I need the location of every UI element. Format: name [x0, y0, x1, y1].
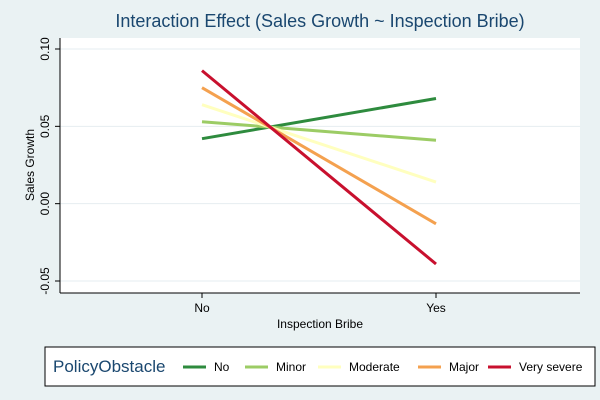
y-tick-label: 0.00 [38, 192, 52, 216]
x-tick-label: Yes [426, 301, 446, 315]
series-line-minor [201, 120, 437, 142]
y-tick-label: 0.10 [38, 37, 52, 61]
y-tick-label: 0.05 [38, 114, 52, 138]
series-line-no [201, 97, 437, 141]
x-tick-label: No [194, 301, 210, 315]
legend-title: PolicyObstacle [53, 357, 165, 376]
series-lines [201, 69, 437, 266]
chart-title: Interaction Effect (Sales Growth ~ Inspe… [115, 11, 524, 31]
legend-label-very-severe: Very severe [519, 360, 583, 374]
legend-label-major: Major [449, 360, 479, 374]
legend-label-no: No [214, 360, 230, 374]
plot-area [60, 38, 580, 293]
series-line-very-severe [201, 69, 437, 266]
y-ticks: -0.05 0.00 0.05 0.10 [38, 37, 60, 295]
y-axis-title: Sales Growth [23, 129, 37, 201]
legend-label-moderate: Moderate [349, 360, 400, 374]
legend-items: No Minor Moderate Major Very severe [183, 360, 583, 374]
series-line-moderate [201, 103, 437, 184]
x-ticks: No Yes [194, 293, 446, 315]
y-tick-label: -0.05 [38, 267, 52, 295]
grid-lines [60, 48, 580, 282]
x-axis-title: Inspection Bribe [277, 317, 363, 331]
legend-label-minor: Minor [276, 360, 306, 374]
series-line-major [201, 86, 437, 226]
